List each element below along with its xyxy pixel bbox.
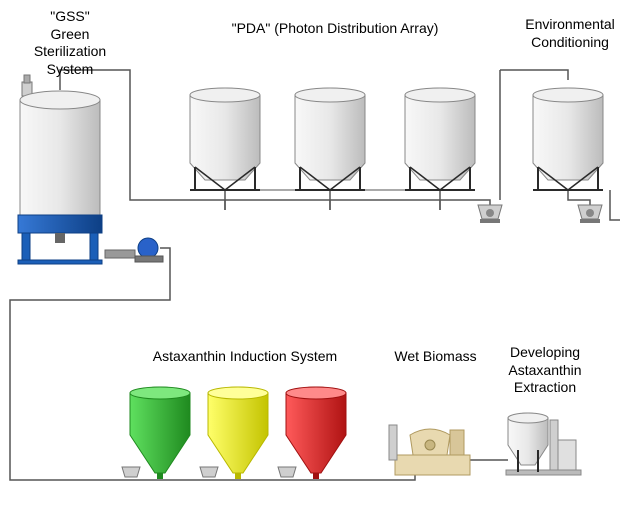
wet-label: Wet Biomass [388, 348, 483, 366]
gss-pump [105, 238, 163, 262]
pda-pump [478, 205, 502, 223]
gss-tank [18, 75, 102, 264]
env-label: Environmental Conditioning [515, 16, 625, 51]
env-tank [533, 88, 603, 190]
extraction-equipment [506, 413, 581, 475]
wet-biomass-equipment [389, 425, 470, 475]
ais-tanks [122, 387, 346, 479]
pda-label: "PDA" (Photon Distribution Array) [220, 20, 450, 38]
env-pump [578, 205, 602, 223]
pda-tanks [190, 88, 475, 190]
ais-label: Astaxanthin Induction System [145, 348, 345, 366]
gss-label: "GSS" Green Sterilization System [28, 8, 112, 78]
dev-label: Developing Astaxanthin Extraction [500, 344, 590, 397]
